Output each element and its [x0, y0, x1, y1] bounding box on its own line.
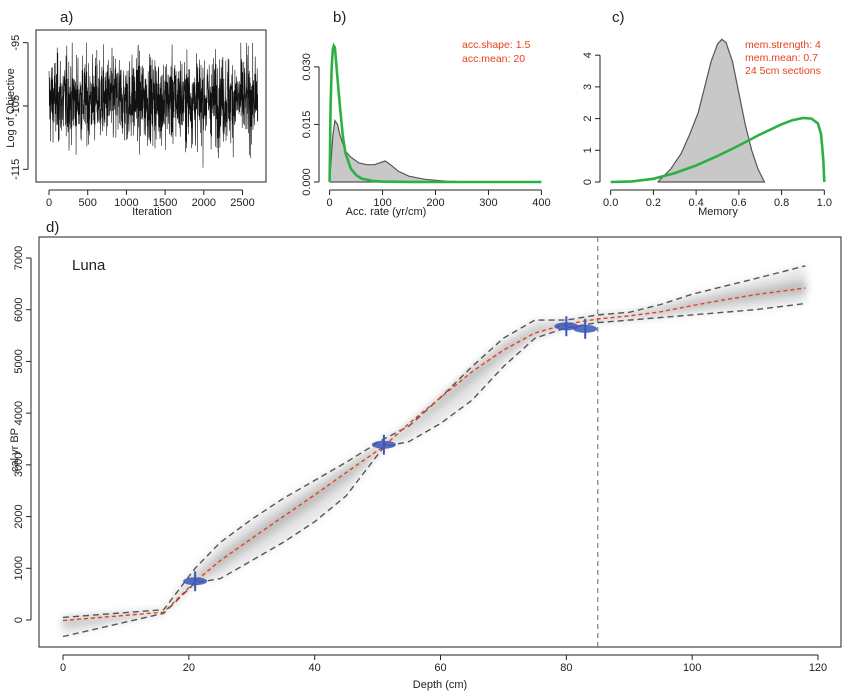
panel-c-y-tick-label: 0 [582, 179, 594, 185]
panel-c-x-tick-label: 0.0 [603, 197, 618, 209]
panel-c-x-tick-label: 0.2 [646, 197, 661, 209]
panel-c-annotation-mean: mem.mean: 0.7 [745, 52, 818, 64]
panel-d-x-tick-label: 120 [809, 662, 827, 674]
panel-a-xlabel: Iteration [132, 206, 172, 218]
panel-a-frame [35, 29, 267, 183]
panel-c-label: c) [612, 9, 625, 26]
trace-line [48, 42, 259, 168]
panel-d-age-depth-model: 0 20 40 60 80 100 120 0 1000 2000 3000 4000 5000 6000… [9, 236, 842, 691]
panel-b-xlabel: Acc. rate (yr/cm) [346, 206, 427, 218]
panel-d-uncertainty-band [63, 265, 806, 637]
envelope-outer [63, 265, 806, 637]
panel-b-x-tick-label: 0 [327, 197, 333, 209]
panel-b-y-tick-label: 0.015 [301, 111, 313, 139]
panel-a-x-tick-label: 0 [46, 197, 52, 209]
panel-d-dated-samples [183, 316, 598, 592]
panel-c-x-tick-label: 0.4 [688, 197, 703, 209]
median-line [62, 287, 806, 622]
lower-bound-line [62, 302, 806, 638]
panel-c-x-tick-label: 1.0 [817, 197, 832, 209]
panel-b-x-tick-label: 100 [373, 197, 391, 209]
panel-c-y-tick-label: 2 [582, 116, 594, 122]
panel-a-trace [48, 42, 259, 168]
panel-b-x-tick-label: 400 [532, 197, 550, 209]
panel-c-curves [610, 38, 826, 184]
panel-b-curves [328, 42, 542, 184]
panel-c-xlabel: Memory [698, 206, 738, 218]
panel-d-label: d) [46, 219, 59, 236]
panel-b-label: b) [333, 9, 346, 26]
prior-line [328, 42, 542, 184]
panel-b-y-tick-label: 0.030 [301, 53, 313, 81]
panel-a-axes: 0 500 1000 1500 2000 2500 -95 -105 -115 [10, 35, 255, 209]
upper-bound-line [62, 265, 806, 619]
panel-a-x-tick-label: 1500 [153, 197, 177, 209]
panel-d-y-tick-label: 1000 [13, 556, 25, 580]
panel-b-x-tick-label: 300 [479, 197, 497, 209]
panel-d-frame [38, 236, 842, 648]
panel-d-y-tick-label: 5000 [13, 349, 25, 373]
panel-d-x-tick-label: 80 [560, 662, 572, 674]
panel-a-x-tick-label: 2500 [230, 197, 254, 209]
panel-a-x-tick-label: 500 [79, 197, 97, 209]
panel-d-y-tick-label: 6000 [13, 297, 25, 321]
panel-c-axes: 0.0 0.2 0.4 0.6 0.8 1.0 0 1 2 3 4 [582, 52, 832, 209]
panel-d-y-tick-label: 3000 [13, 453, 25, 477]
panel-a-y-tick-label: -115 [10, 159, 22, 180]
panel-d-x-tick-label: 20 [183, 662, 195, 674]
panel-c-y-tick-label: 4 [582, 52, 594, 58]
panel-d-xlabel: Depth (cm) [413, 679, 467, 691]
panel-d-y-tick-label: 0 [13, 617, 25, 623]
panel-a-x-tick-label: 2000 [192, 197, 216, 209]
panel-b-annotation-shape: acc.shape: 1.5 [462, 39, 530, 51]
panel-d-axes: 0 20 40 60 80 100 120 0 1000 2000 3000 4000 5000 6000… [13, 246, 827, 674]
panel-b-x-tick-label: 200 [426, 197, 444, 209]
panel-c-x-tick-label: 0.6 [731, 197, 746, 209]
panel-a-ylabel: Log of Objective [5, 68, 17, 148]
panel-c-memory-plot: 0.0 0.2 0.4 0.6 0.8 1.0 0 1 2 3 4 Memory mem.stren… [582, 38, 832, 218]
panel-c-annotation-sections: 24 5cm sections [745, 65, 821, 77]
envelope-core [63, 280, 806, 627]
panel-d-title: Luna [72, 257, 106, 274]
panel-b-accrate-plot: 0 100 200 300 400 0.000 0.015 0.030 Acc. rate (… [301, 39, 551, 218]
panel-c-annotation-strength: mem.strength: 4 [745, 39, 821, 51]
panel-c-y-tick-label: 1 [582, 147, 594, 153]
panel-d-x-tick-label: 100 [683, 662, 701, 674]
panel-c-y-tick-label: 3 [582, 84, 594, 90]
panel-a-y-tick-label: -105 [10, 95, 22, 117]
panel-a-x-tick-label: 1000 [114, 197, 138, 209]
panel-d-x-tick-label: 0 [60, 662, 66, 674]
panel-b-axes: 0 100 200 300 400 0.000 0.015 0.030 [301, 53, 551, 209]
panel-c-x-tick-label: 0.8 [774, 197, 789, 209]
panel-a-label: a) [60, 9, 73, 26]
panel-d-y-tick-label: 2000 [13, 504, 25, 528]
panel-d-ylabel: cal yr BP [9, 428, 21, 472]
panel-a-y-tick-label: -95 [10, 35, 22, 51]
panel-d-x-tick-label: 40 [309, 662, 321, 674]
panel-b-annotation-mean: acc.mean: 20 [462, 53, 525, 65]
panel-d-y-tick-label: 4000 [13, 401, 25, 425]
panel-d-model-lines [62, 237, 806, 647]
prior-line [610, 116, 826, 184]
panel-d-x-tick-label: 60 [434, 662, 446, 674]
panel-d-y-tick-label: 7000 [13, 246, 25, 270]
panel-b-y-tick-label: 0.000 [301, 168, 313, 196]
panel-a-trace-plot: 0 500 1000 1500 2000 2500 -95 -105 -115 Iteratio… [5, 29, 267, 218]
